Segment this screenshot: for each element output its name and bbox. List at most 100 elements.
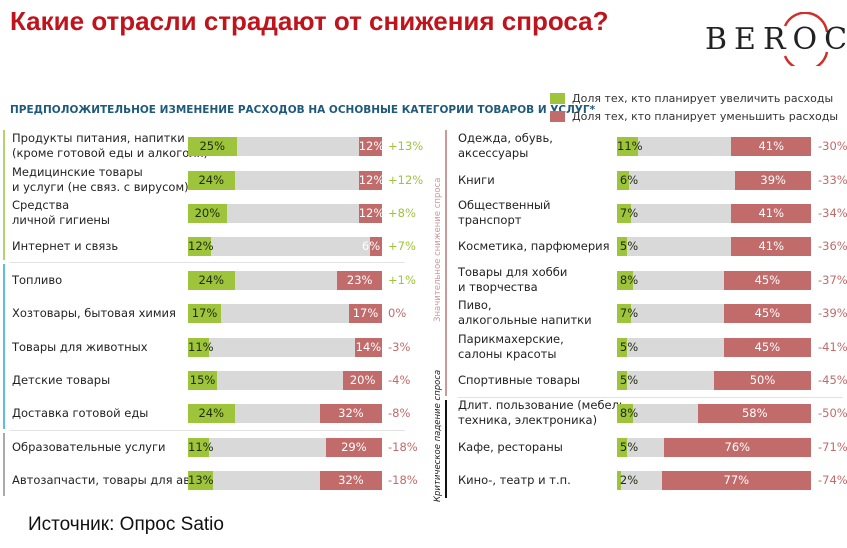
- bar-track: 7% 41%: [617, 204, 811, 223]
- decrease-bar: [731, 137, 811, 156]
- increase-bar: [617, 404, 633, 423]
- increase-value-label: 8%: [619, 406, 639, 420]
- decrease-bar: [661, 471, 811, 490]
- category-label: Общественный транспорт: [458, 198, 551, 227]
- decrease-value-label: 76%: [724, 440, 751, 454]
- increase-bar: [617, 204, 631, 223]
- group-separator: [10, 262, 405, 263]
- difference-label: -33%: [818, 173, 847, 187]
- decrease-value-label: 41%: [758, 206, 785, 220]
- category-label: Автозапчасти, товары для авто: [12, 473, 204, 487]
- source-note: Источник: Опрос Satio: [28, 514, 224, 535]
- decrease-bar: [337, 271, 382, 290]
- increase-bar: [617, 304, 631, 323]
- category-label: Товары для животных: [12, 340, 148, 354]
- difference-label: -74%: [818, 473, 847, 487]
- difference-label: +7%: [388, 239, 416, 253]
- increase-bar: [188, 271, 235, 290]
- decrease-bar: [325, 438, 382, 457]
- increase-bar: [188, 304, 221, 323]
- decrease-bar: [358, 137, 382, 156]
- bar-track: 17% 17%: [188, 304, 382, 323]
- bar-track: 8% 45%: [617, 271, 811, 290]
- decrease-value-label: 12%: [358, 139, 385, 153]
- decrease-bar: [735, 171, 811, 190]
- legend-swatch-green: [550, 93, 565, 104]
- decrease-bar: [354, 338, 382, 357]
- legend-label: Доля тех, кто планирует увеличить расход…: [572, 92, 834, 105]
- increase-bar: [188, 137, 237, 156]
- decrease-bar: [343, 371, 382, 390]
- logo-ring-icon: [783, 12, 829, 66]
- decrease-value-label: 20%: [349, 373, 376, 387]
- increase-value-label: 7%: [619, 206, 639, 220]
- increase-bar: [617, 438, 627, 457]
- category-label: Парикмахерские, салоны красоты: [458, 332, 564, 361]
- increase-value-label: 8%: [619, 273, 639, 287]
- group-bar-blue: [3, 264, 5, 429]
- increase-bar: [188, 338, 210, 357]
- increase-bar: [617, 171, 629, 190]
- decrease-value-label: 29%: [341, 440, 367, 454]
- increase-bar: [188, 204, 227, 223]
- bar-track: 13% 32%: [188, 471, 382, 490]
- bar-track: 24% 23%: [188, 271, 382, 290]
- difference-label: +8%: [388, 206, 416, 220]
- category-label: Кафе, рестораны: [458, 440, 563, 454]
- bar-track: 20% 12%: [188, 204, 385, 223]
- legend-swatch-red: [550, 111, 565, 122]
- increase-value-label: 5%: [619, 239, 639, 253]
- page-title: Какие отрасли страдают от снижения спрос…: [10, 6, 609, 36]
- category-label: Кино-, театр и т.п.: [458, 473, 571, 487]
- bar-track: 15% 20%: [188, 371, 382, 390]
- category-label: Средства личной гигиены: [12, 198, 111, 227]
- increase-value-label: 7%: [619, 306, 639, 320]
- decrease-value-label: 41%: [758, 139, 785, 153]
- decrease-value-label: 32%: [338, 406, 364, 420]
- difference-label: -37%: [818, 273, 847, 287]
- category-label: Пиво, алкогольные напитки: [458, 298, 592, 327]
- category-label: Спортивные товары: [458, 373, 581, 387]
- difference-label: -8%: [388, 406, 411, 420]
- increase-bar: [617, 471, 621, 490]
- increase-bar: [617, 137, 639, 156]
- decrease-value-label: 6%: [361, 239, 381, 253]
- bar-track: 24% 12%: [188, 171, 384, 190]
- decrease-value-label: 32%: [338, 473, 364, 487]
- decrease-bar: [698, 404, 811, 423]
- category-label: Длит. пользование (мебель, техника, элек…: [458, 398, 630, 427]
- increase-bar: [617, 237, 627, 256]
- decrease-value-label: 77%: [723, 473, 750, 487]
- increase-value-label: 13%: [188, 473, 214, 487]
- bar-track: 2% 77%: [617, 471, 811, 490]
- increase-value-label: 24%: [198, 406, 225, 420]
- decrease-bar: [358, 204, 382, 223]
- category-label: Образовательные услуги: [12, 440, 166, 454]
- increase-bar: [617, 338, 627, 357]
- increase-value-label: 6%: [619, 173, 639, 187]
- increase-bar: [188, 237, 212, 256]
- group-separator: [10, 430, 405, 431]
- legend-increase: Доля тех, кто планирует увеличить расход…: [550, 92, 833, 105]
- difference-label: 0%: [388, 306, 407, 320]
- logo-text: BEROC: [705, 22, 847, 57]
- decrease-bar: [349, 304, 382, 323]
- increase-value-label: 15%: [189, 373, 216, 387]
- category-label: Интернет и связь: [12, 239, 119, 253]
- increase-bar: [188, 404, 235, 423]
- group-bar-critical: [445, 400, 447, 498]
- decrease-value-label: 41%: [758, 239, 785, 253]
- increase-value-label: 5%: [619, 440, 639, 454]
- increase-value-label: 24%: [198, 273, 225, 287]
- category-label: Топливо: [12, 273, 63, 287]
- category-label: Книги: [458, 173, 495, 187]
- decrease-bar: [723, 338, 811, 357]
- bar-track: 11% 29%: [188, 438, 382, 457]
- decrease-value-label: 12%: [358, 206, 385, 220]
- difference-label: +13%: [388, 139, 424, 153]
- increase-value-label: 17%: [191, 306, 218, 320]
- bar-track: 11% 41%: [617, 137, 811, 156]
- category-label: Косметика, парфюмерия: [458, 239, 610, 253]
- bar-track: 25% 12%: [188, 137, 385, 156]
- beroc-logo: BEROC: [705, 12, 847, 68]
